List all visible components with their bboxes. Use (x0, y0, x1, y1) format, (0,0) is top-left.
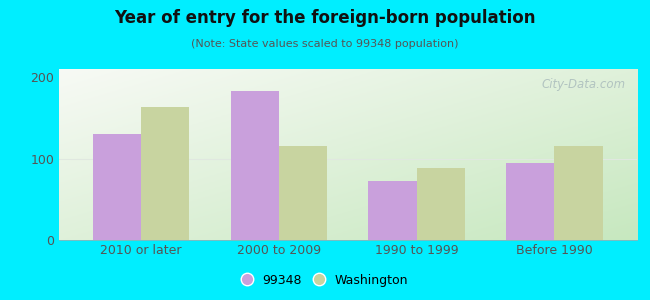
Bar (231, 91, 279, 240)
Text: Year of entry for the foreign-born population: Year of entry for the foreign-born popul… (114, 9, 536, 27)
Bar (93, 134, 141, 240)
Bar (141, 107, 189, 240)
Bar (279, 146, 327, 240)
Legend: 99348, Washington: 99348, Washington (239, 270, 411, 291)
Text: (Note: State values scaled to 99348 population): (Note: State values scaled to 99348 popu… (191, 39, 459, 49)
Bar (554, 146, 603, 240)
Text: City-Data.com: City-Data.com (541, 77, 625, 91)
Bar (506, 163, 554, 240)
Bar (417, 168, 465, 240)
Bar (369, 182, 417, 240)
